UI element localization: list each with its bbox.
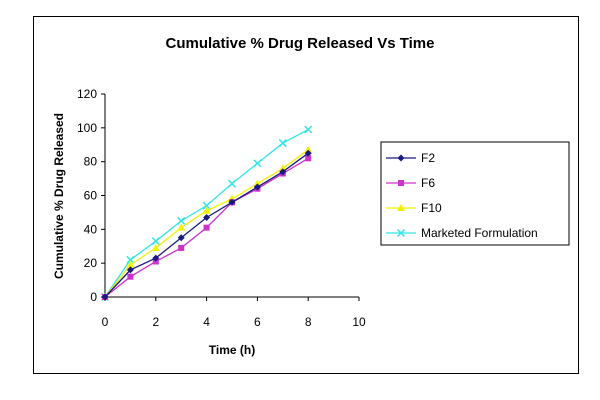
legend-swatch-marker xyxy=(397,154,405,162)
data-point-f2 xyxy=(253,183,261,191)
data-point-f10 xyxy=(304,145,313,153)
data-point-f6 xyxy=(203,224,210,231)
data-point-f10 xyxy=(253,179,262,187)
x-tick-label: 0 xyxy=(102,315,109,329)
x-axis-title: Time (h) xyxy=(209,343,255,357)
data-point-f10 xyxy=(126,260,135,268)
legend-label: F2 xyxy=(421,151,435,165)
x-tick-label: 6 xyxy=(254,315,261,329)
legend-swatch-marker xyxy=(398,180,404,186)
data-point-marketed-formulation xyxy=(227,179,237,188)
y-tick-label: 80 xyxy=(84,155,98,169)
series-f6 xyxy=(102,155,312,300)
x-tick-label: 4 xyxy=(203,315,210,329)
y-tick-label: 40 xyxy=(84,222,98,236)
data-point-f6 xyxy=(305,155,312,162)
data-point-f2 xyxy=(101,293,109,301)
data-point-f6 xyxy=(178,244,185,251)
data-point-f2 xyxy=(228,198,236,206)
data-point-marketed-formulation xyxy=(177,216,186,225)
data-point-marketed-formulation xyxy=(278,139,287,148)
y-tick-label: 60 xyxy=(84,189,98,203)
data-point-marketed-formulation xyxy=(253,159,262,168)
legend: F2 F6 F10 Marketed Formulation xyxy=(380,141,570,246)
y-tick-label: 120 xyxy=(77,87,97,101)
data-point-f10 xyxy=(151,243,160,251)
y-tick-label: 100 xyxy=(77,121,97,135)
legend-label: F10 xyxy=(421,201,442,215)
chart-title: Cumulative % Drug Released Vs Time xyxy=(166,35,435,52)
data-point-f10 xyxy=(177,223,186,231)
y-tick-label: 20 xyxy=(84,256,98,270)
legend-swatch-marker xyxy=(396,228,406,238)
data-point-f10 xyxy=(202,206,211,214)
legend-swatch-marker xyxy=(397,204,405,211)
y-axis-ticks: 0 20 40 60 80 100 120 xyxy=(77,87,105,304)
data-point-marketed-formulation xyxy=(304,125,313,134)
legend-item-f2: F2 xyxy=(386,151,435,165)
legend-item-f6: F6 xyxy=(386,176,435,190)
series-f2 xyxy=(101,149,312,301)
data-point-f2 xyxy=(203,213,211,221)
y-tick-label: 0 xyxy=(90,290,97,304)
legend-item-marketed-formulation: Marketed Formulation xyxy=(386,226,538,240)
data-point-marketed-formulation xyxy=(202,201,211,210)
series-line-f10 xyxy=(104,149,309,298)
x-axis-ticks: 0 2 4 6 8 10 xyxy=(102,297,366,329)
data-point-f6 xyxy=(127,273,134,280)
data-point-marketed-formulation xyxy=(126,255,135,264)
legend-label: F6 xyxy=(421,176,435,190)
data-point-f2 xyxy=(279,168,287,176)
legend-box xyxy=(380,141,570,246)
data-point-f2 xyxy=(304,149,312,157)
x-tick-label: 10 xyxy=(352,315,366,329)
y-axis-title: Cumulative % Drug Released xyxy=(52,113,66,279)
legend-item-f10: F10 xyxy=(386,201,442,215)
x-tick-label: 2 xyxy=(152,315,159,329)
data-point-f2 xyxy=(152,254,160,262)
data-point-f2 xyxy=(126,266,134,274)
x-tick-label: 8 xyxy=(305,315,312,329)
data-point-f2 xyxy=(177,234,185,242)
data-point-marketed-formulation xyxy=(151,237,160,246)
series-layer xyxy=(100,125,313,302)
legend-label: Marketed Formulation xyxy=(421,226,538,240)
